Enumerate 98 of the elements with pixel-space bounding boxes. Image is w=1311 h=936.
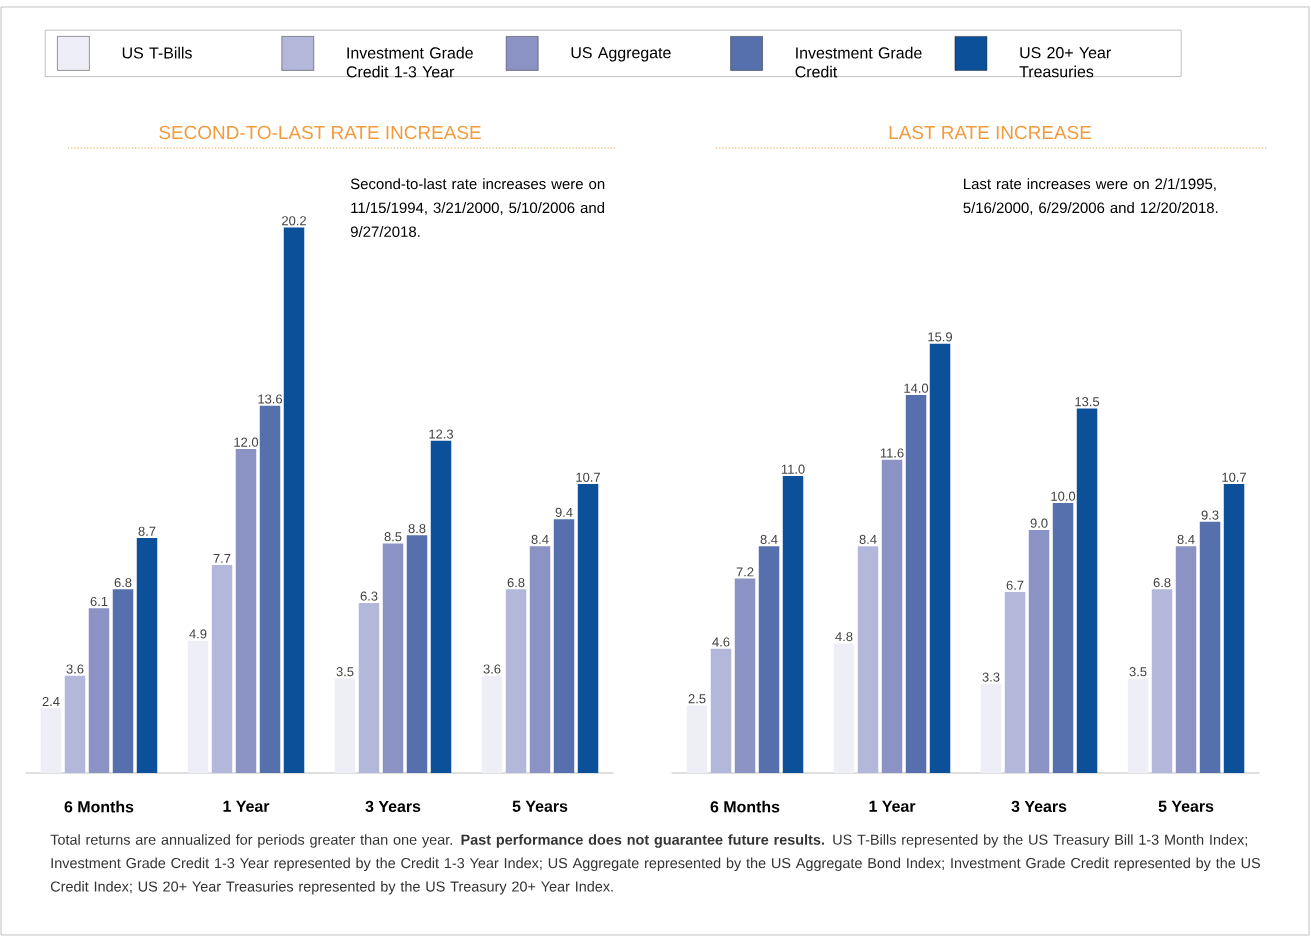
data-label: 9.3 (1201, 510, 1219, 520)
bar (187, 640, 209, 773)
data-label: 15.9 (928, 332, 953, 342)
bar (1223, 484, 1245, 773)
annotation: Second-to-last rate increases were on 11/15/1994, 3/21/2000, 5/10/2006 and 9/27/2018. (350, 178, 605, 237)
legend-label: US Aggregate (571, 47, 671, 62)
legend-label: Investment Grade Credit 1-3 Year (346, 46, 473, 78)
bar (259, 405, 281, 773)
bar (382, 543, 404, 773)
data-label: 6.3 (360, 591, 378, 601)
x-tick-label: 6 Months (710, 800, 780, 813)
bar (1151, 589, 1173, 773)
bar (136, 538, 158, 773)
data-label: 3.6 (66, 664, 84, 674)
bar (1052, 502, 1074, 773)
data-label: 10.0 (1051, 491, 1076, 501)
bar (334, 678, 356, 773)
data-label: 13.6 (258, 394, 283, 404)
bar (577, 484, 599, 773)
data-label: 6.8 (507, 578, 525, 588)
bar (505, 589, 527, 773)
legend-label: Investment Grade Credit (795, 46, 922, 78)
data-label: 6.8 (1153, 578, 1171, 588)
data-label: 14.0 (904, 383, 929, 393)
text: Last rate increases were on 2/1/1995, 5/16/2000, 6/29/2006 and 12/20/2018. (963, 178, 1218, 215)
data-label: 4.9 (189, 629, 207, 639)
bar (758, 546, 780, 773)
x-tick-label: 3 Years (365, 800, 421, 813)
data-label: 6.8 (114, 578, 132, 588)
data-label: 9.0 (1030, 518, 1048, 528)
text: Total returns are annualized for periods greater than one year. Past performance does not guarantee future results. US T-Bills represented by the US Treasury Bill 1-3 Month Index; Investment Grade Credit 1-3 Year represented by the Credit 1-3 Year Index; US Aggregate represented by the US Aggregate Bond Index; Investment Grade Credit represented by the US Credit Index; US 20+ Year Treasuries represented by the US Treasury 20+ Year Index. (50, 834, 1261, 895)
data-label: 12.3 (429, 429, 454, 439)
data-label: 10.7 (1222, 472, 1246, 482)
bar (1028, 529, 1050, 773)
x-tick-label: 5 Years (1158, 800, 1214, 812)
data-label: 10.7 (576, 472, 600, 482)
data-label: 3.6 (483, 664, 501, 674)
bar (553, 519, 575, 773)
data-label: 2.4 (42, 696, 60, 706)
data-label: 3.5 (1129, 667, 1147, 677)
data-label: 3.5 (336, 667, 354, 677)
data-label: 3.3 (982, 672, 1000, 682)
data-label: 11.6 (880, 448, 904, 458)
bar (857, 546, 879, 773)
bar (529, 546, 551, 773)
data-label: 6.1 (90, 596, 108, 607)
data-label: 8.5 (384, 532, 402, 542)
x-tick-label: 1 Year (869, 800, 916, 812)
bar (430, 440, 452, 773)
data-label: 2.5 (688, 694, 706, 704)
data-label: 7.2 (736, 567, 754, 577)
bar (481, 675, 503, 773)
data-label: 9.4 (555, 507, 573, 517)
bar (710, 648, 732, 773)
bar (40, 708, 62, 773)
data-label: 12.0 (234, 437, 259, 447)
bar (235, 448, 257, 773)
bar (929, 343, 951, 773)
x-tick-label: 3 Years (1011, 800, 1067, 813)
chart-title: LAST RATE INCREASE (889, 125, 1092, 140)
bar (686, 705, 708, 773)
data-label: 6.7 (1006, 580, 1024, 590)
bar (112, 589, 134, 773)
bar (833, 643, 855, 773)
bar (358, 602, 380, 773)
data-label: 8.4 (531, 534, 549, 544)
bar (283, 227, 305, 773)
data-label: 8.7 (138, 526, 156, 536)
data-label: 11.0 (781, 464, 805, 474)
bar (1004, 592, 1026, 773)
bar (88, 608, 110, 773)
legend-label: US 20+ Year Treasuries (1019, 47, 1111, 78)
bar (1175, 546, 1197, 773)
bar (1127, 678, 1149, 773)
data-label: 8.4 (1177, 534, 1195, 544)
data-label: 13.5 (1075, 397, 1100, 407)
chart-title: SECOND-TO-LAST RATE INCREASE (159, 125, 481, 140)
bar (64, 675, 86, 773)
bar (905, 394, 927, 773)
bar (211, 565, 233, 773)
bar (406, 535, 428, 773)
data-label: 8.4 (760, 534, 778, 544)
bar (980, 683, 1002, 773)
bar (1076, 408, 1098, 773)
data-label: 4.6 (712, 637, 730, 647)
x-tick-label: 5 Years (512, 800, 568, 812)
data-label: 8.4 (859, 534, 877, 544)
legend-label: US T-Bills (122, 46, 192, 59)
bar (881, 459, 903, 773)
data-label: 7.7 (213, 553, 231, 563)
x-tick-label: 6 Months (64, 800, 134, 813)
bar (734, 578, 756, 773)
x-tick-label: 1 Year (223, 800, 270, 812)
bar (1199, 521, 1221, 773)
data-label: 20.2 (282, 216, 306, 226)
data-label: 4.8 (835, 632, 853, 642)
bar (782, 475, 804, 773)
data-label: 8.8 (408, 524, 426, 534)
